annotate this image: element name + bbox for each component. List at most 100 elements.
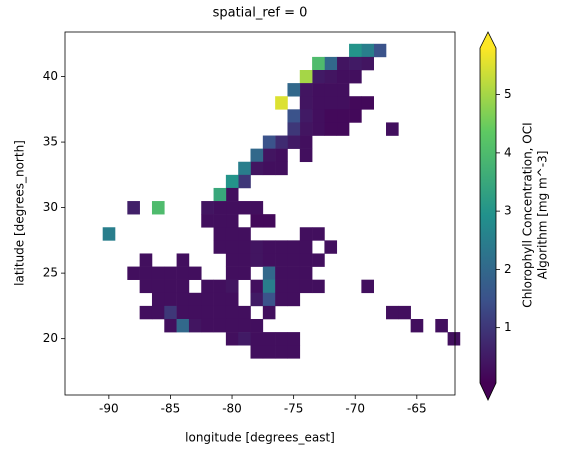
- raster-cell: [262, 266, 276, 280]
- raster-cell: [312, 122, 325, 136]
- raster-cell: [139, 253, 153, 267]
- raster-cell: [262, 279, 276, 294]
- chart-title: spatial_ref = 0: [213, 6, 308, 21]
- raster-cell: [336, 96, 350, 110]
- raster-cell: [225, 305, 239, 320]
- raster-cell: [238, 201, 251, 215]
- raster-cell: [151, 266, 165, 280]
- raster-cell: [287, 292, 301, 307]
- raster-cell: [349, 56, 362, 71]
- raster-cell: [312, 96, 325, 110]
- raster-cell: [262, 292, 276, 307]
- raster-cell: [312, 279, 325, 294]
- x-tick-label: -80: [222, 402, 242, 416]
- raster-cell: [225, 187, 239, 202]
- raster-cell: [275, 240, 288, 254]
- raster-cell: [262, 135, 276, 149]
- raster-cell: [250, 292, 264, 307]
- raster-cell: [299, 122, 313, 136]
- raster-cell: [262, 253, 276, 267]
- raster-cell: [225, 332, 239, 346]
- raster-cell: [299, 109, 313, 123]
- raster-cell: [324, 83, 338, 97]
- raster-cell: [287, 122, 301, 136]
- raster-cell: [275, 135, 288, 149]
- raster-cell: [250, 345, 264, 359]
- raster-cell: [151, 305, 165, 320]
- raster-cell: [176, 292, 190, 307]
- raster-cell: [151, 292, 165, 307]
- raster-cell: [324, 240, 338, 254]
- raster-cell: [262, 214, 276, 228]
- raster-cell: [238, 332, 251, 346]
- raster-cell: [262, 305, 276, 320]
- raster-cell: [213, 240, 227, 254]
- x-tick-label: -75: [284, 402, 304, 416]
- raster-cell: [250, 318, 264, 333]
- raster-cell: [299, 240, 313, 254]
- raster-cell: [312, 109, 325, 123]
- raster-cell: [213, 318, 227, 333]
- raster-cell: [287, 332, 301, 346]
- raster-cell: [287, 279, 301, 294]
- raster-cell: [250, 253, 264, 267]
- x-tick-label: -90: [99, 402, 119, 416]
- raster-cell: [201, 201, 214, 215]
- raster-cell: [299, 148, 313, 163]
- raster-cell: [275, 96, 288, 110]
- raster-cell: [176, 253, 190, 267]
- raster-cell: [312, 70, 325, 84]
- raster-cell: [238, 253, 251, 267]
- raster-cell: [250, 240, 264, 254]
- raster-cell: [238, 266, 251, 280]
- raster-cell: [299, 135, 313, 149]
- raster-cell: [238, 161, 251, 176]
- raster-cell: [176, 266, 190, 280]
- raster-cell: [299, 96, 313, 110]
- raster-cell: [275, 161, 288, 176]
- raster-cell: [275, 292, 288, 307]
- raster-cell: [361, 43, 374, 58]
- raster-cell: [287, 109, 301, 123]
- raster-cell: [349, 109, 362, 123]
- raster-cell: [312, 253, 325, 267]
- raster-cell: [336, 109, 350, 123]
- x-tick-label: -85: [161, 402, 181, 416]
- colorbar-tick-label: 5: [504, 87, 512, 101]
- raster-cell: [447, 332, 461, 346]
- raster-cell: [299, 253, 313, 267]
- raster-cell: [188, 266, 202, 280]
- y-tick-label: 20: [43, 331, 58, 345]
- raster-cell: [262, 332, 276, 346]
- raster-cell: [349, 43, 362, 58]
- colorbar-label: Algorithm [mg m^-3]: [536, 151, 550, 280]
- raster-cell: [361, 96, 374, 110]
- raster-cell: [164, 266, 177, 280]
- raster-cell: [312, 83, 325, 97]
- raster-cell: [299, 279, 313, 294]
- raster-cell: [139, 305, 153, 320]
- raster-cell: [324, 122, 338, 136]
- colorbar-tick-label: 2: [504, 262, 512, 276]
- raster-cell: [225, 227, 239, 241]
- raster-cell: [250, 214, 264, 228]
- raster-cell: [201, 292, 214, 307]
- raster-cell: [324, 96, 338, 110]
- raster-cell: [287, 253, 301, 267]
- raster-cell: [213, 201, 227, 215]
- raster-cell: [176, 318, 190, 333]
- raster-cell: [250, 279, 264, 294]
- y-tick-label: 35: [43, 135, 58, 149]
- y-tick-label: 30: [43, 200, 58, 214]
- raster-cell: [238, 174, 251, 189]
- raster-cell: [361, 279, 374, 294]
- raster-cell: [324, 70, 338, 84]
- raster-cell: [139, 279, 153, 294]
- raster-cell: [275, 266, 288, 280]
- x-tick-label: -70: [345, 402, 365, 416]
- raster-cell: [164, 318, 177, 333]
- raster-cell: [336, 122, 350, 136]
- raster-cell: [287, 240, 301, 254]
- raster-cell: [275, 253, 288, 267]
